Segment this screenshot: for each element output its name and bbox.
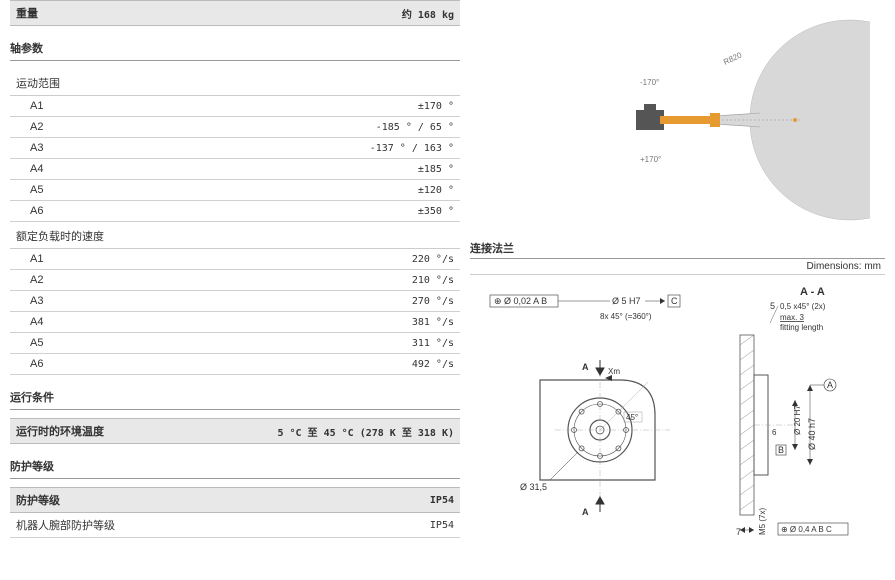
row-value: 220 °/s: [412, 254, 454, 265]
table-row: A4±185 °: [10, 159, 460, 180]
row-value: 311 °/s: [412, 338, 454, 349]
b-ref-label: B: [778, 445, 784, 455]
radius-label: R820: [722, 50, 744, 66]
row-label: A4: [30, 316, 412, 328]
table-row: A1220 °/s: [10, 249, 460, 270]
xm-label: Xm: [608, 367, 620, 376]
rated-speed-title: 额定负载时的速度: [10, 222, 460, 249]
a-ref-label: A: [827, 380, 833, 390]
d40-label: Ø 40 h7: [807, 418, 817, 450]
a-arrow-bot: A: [582, 507, 589, 517]
spec-table-panel: 重量 约 168 kg 轴参数 运动范围 A1±170 °A2-185 ° / …: [0, 0, 470, 580]
angle45-label: 45°: [626, 413, 638, 422]
tol2-label: ⊕ Ø 0,4 A B C: [781, 525, 832, 534]
weight-value: 约 168 kg: [402, 6, 454, 21]
six-label: 6: [772, 428, 777, 437]
row-value: IP54: [430, 520, 454, 531]
m5-label: M5 (7x): [758, 508, 767, 535]
pos-angle-label: +170°: [640, 155, 661, 164]
d20-label: Ø 20 H7: [793, 405, 802, 435]
dia315-label: Ø 31,5: [520, 482, 547, 492]
row-value: ±185 °: [418, 164, 454, 175]
row-label: A2: [30, 121, 376, 133]
axis-params-title: 轴参数: [10, 32, 460, 61]
row-value: -137 ° / 163 °: [370, 143, 454, 154]
max3-label: max. 3: [780, 313, 805, 322]
motion-sweep-diagram: -170° +170° R820: [470, 0, 870, 230]
diagram-panel: -170° +170° R820 连接法兰 Dimensions: mm: [470, 0, 895, 580]
row-value: 381 °/s: [412, 317, 454, 328]
table-row: A6±350 °: [10, 201, 460, 222]
table-row: A5±120 °: [10, 180, 460, 201]
seven-label: 7: [736, 527, 741, 537]
row-label: A5: [30, 337, 412, 349]
weight-row: 重量 约 168 kg: [10, 0, 460, 26]
chamfer-desc-label: 0,5 x45° (2x): [780, 302, 826, 311]
row-value: -185 ° / 65 °: [376, 122, 454, 133]
row-value: IP54: [430, 495, 454, 506]
row-label: A1: [30, 253, 412, 265]
op-cond-title: 运行条件: [10, 381, 460, 410]
table-row: 机器人腕部防护等级IP54: [10, 513, 460, 538]
row-label: A4: [30, 163, 418, 175]
table-row: 防护等级IP54: [10, 487, 460, 513]
row-value: ±350 °: [418, 206, 454, 217]
row-value: 492 °/s: [412, 359, 454, 370]
op-cond-label: 运行时的环境温度: [16, 423, 277, 439]
row-label: A6: [30, 358, 412, 370]
bore-label: Ø 5 H7: [612, 296, 641, 306]
c-ref-label: C: [671, 296, 678, 306]
neg-angle-label: -170°: [640, 78, 659, 87]
row-label: A1: [30, 100, 418, 112]
table-row: A3-137 ° / 163 °: [10, 138, 460, 159]
tol-label: ⊕ Ø 0,02 A B: [494, 296, 547, 306]
a-arrow-top: A: [582, 362, 589, 372]
row-label: A6: [30, 205, 418, 217]
weight-label: 重量: [16, 5, 402, 21]
row-label: A5: [30, 184, 418, 196]
row-label: A2: [30, 274, 412, 286]
row-label: A3: [30, 142, 370, 154]
row-label: A3: [30, 295, 412, 307]
table-row: A6492 °/s: [10, 354, 460, 375]
row-value: 210 °/s: [412, 275, 454, 286]
row-value: 270 °/s: [412, 296, 454, 307]
motion-range-title: 运动范围: [10, 69, 460, 96]
row-value: ±120 °: [418, 185, 454, 196]
flange-diagram: A A Xm Ø 31,5 45° ⊕ Ø 0,02 A B Ø 5 H7: [470, 275, 885, 545]
row-label: 防护等级: [16, 492, 430, 508]
holes-label: 8x 45° (=360°): [600, 312, 652, 321]
flange-title: 连接法兰: [470, 234, 885, 259]
chamfer5-label: 5: [770, 301, 775, 311]
section-title: A - A: [800, 286, 825, 298]
op-cond-row: 运行时的环境温度 5 °C 至 45 °C (278 K 至 318 K): [10, 418, 460, 444]
table-row: A4381 °/s: [10, 312, 460, 333]
row-label: 机器人腕部防护等级: [16, 517, 430, 533]
table-row: A2-185 ° / 65 °: [10, 117, 460, 138]
table-row: A2210 °/s: [10, 270, 460, 291]
table-row: A1±170 °: [10, 96, 460, 117]
table-row: A5311 °/s: [10, 333, 460, 354]
dimensions-note: Dimensions: mm: [470, 259, 885, 275]
row-value: ±170 °: [418, 101, 454, 112]
op-cond-value: 5 °C 至 45 °C (278 K 至 318 K): [277, 424, 454, 439]
protection-title: 防护等级: [10, 450, 460, 479]
table-row: A3270 °/s: [10, 291, 460, 312]
fitting-label: fitting length: [780, 323, 823, 332]
